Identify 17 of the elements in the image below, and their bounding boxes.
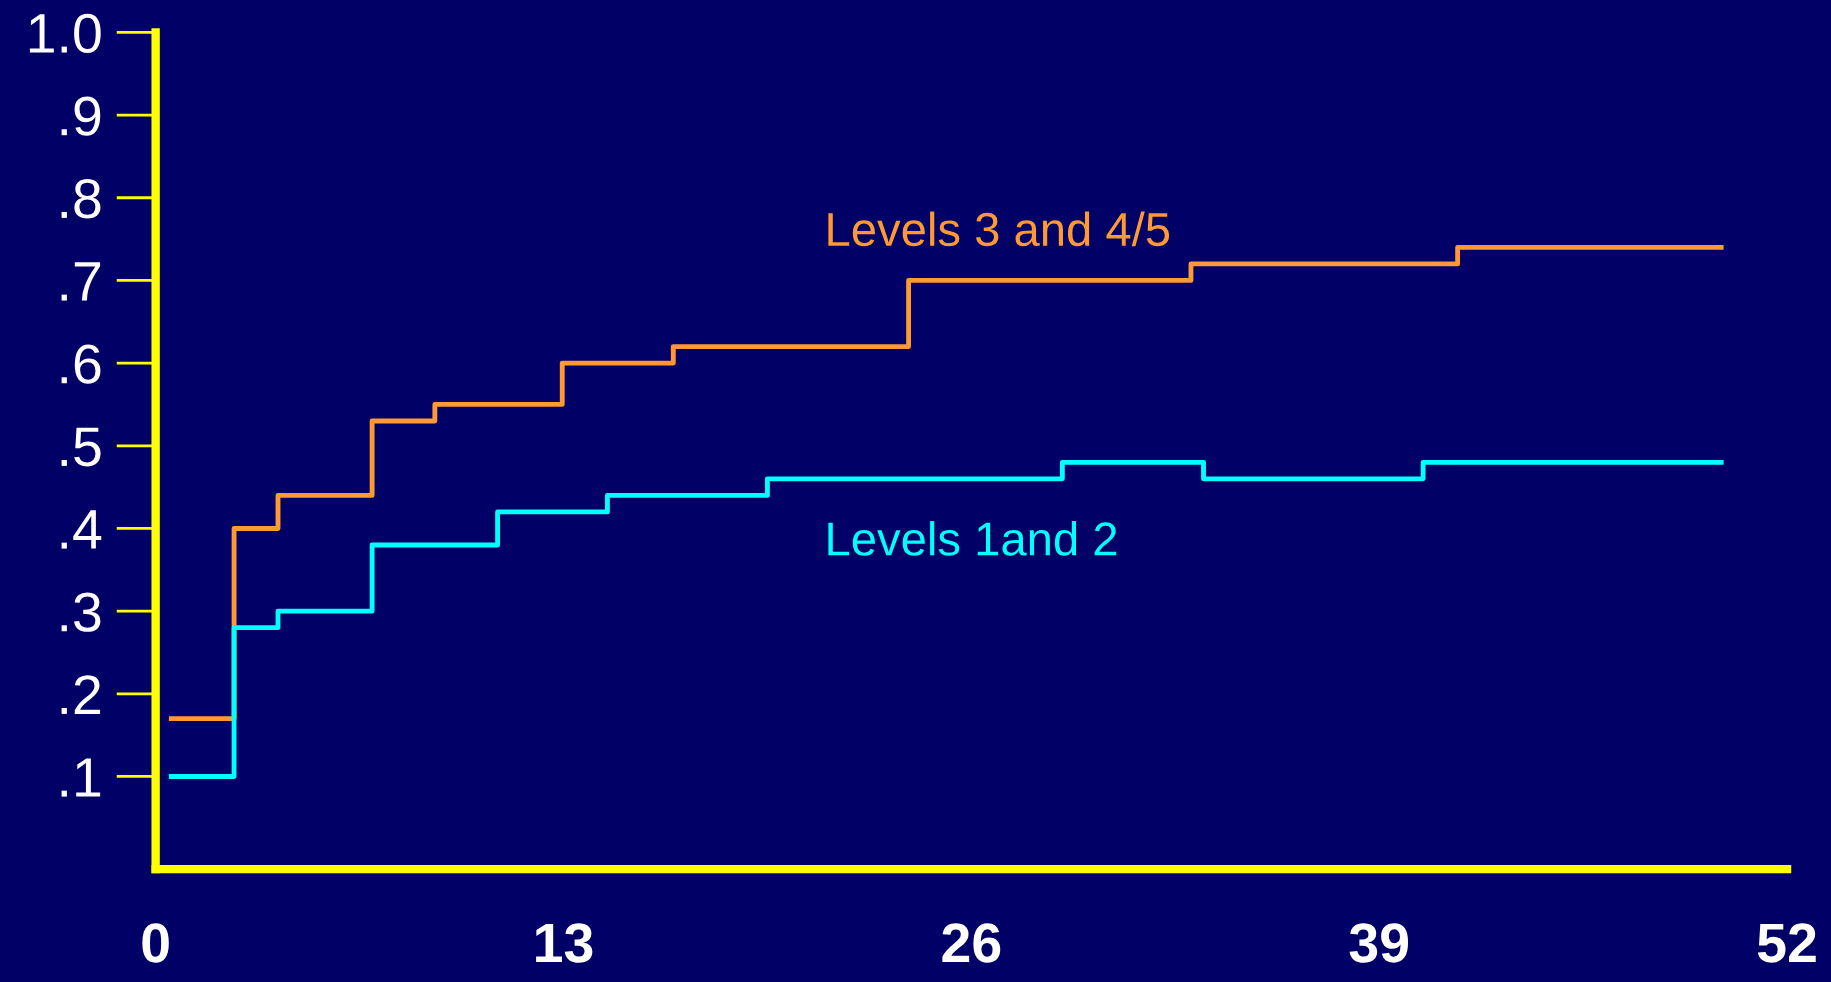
x-tick-label: 26 — [942, 923, 1001, 963]
x-tick-label: 39 — [1349, 923, 1409, 963]
y-tick-label: 1.0 — [29, 13, 101, 54]
y-tick-label: .8 — [61, 179, 101, 219]
x-tick-label: 0 — [142, 923, 169, 963]
y-tick-label: .1 — [61, 758, 101, 797]
x-tick-label: 52 — [1757, 923, 1816, 963]
y-tick-label: .4 — [61, 510, 102, 549]
y-tick-label: .6 — [61, 344, 101, 384]
series-label: Levels 1and 2 — [828, 521, 1117, 556]
x-tick-label: 13 — [536, 923, 593, 963]
y-tick-label: .9 — [61, 96, 101, 136]
y-tick-label: .7 — [61, 262, 101, 301]
y-tick-label: .2 — [61, 675, 101, 714]
series-label: Levels 3 and 4/5 — [828, 211, 1170, 247]
y-tick-label: .3 — [61, 592, 101, 632]
y-tick-label: .5 — [61, 427, 101, 467]
